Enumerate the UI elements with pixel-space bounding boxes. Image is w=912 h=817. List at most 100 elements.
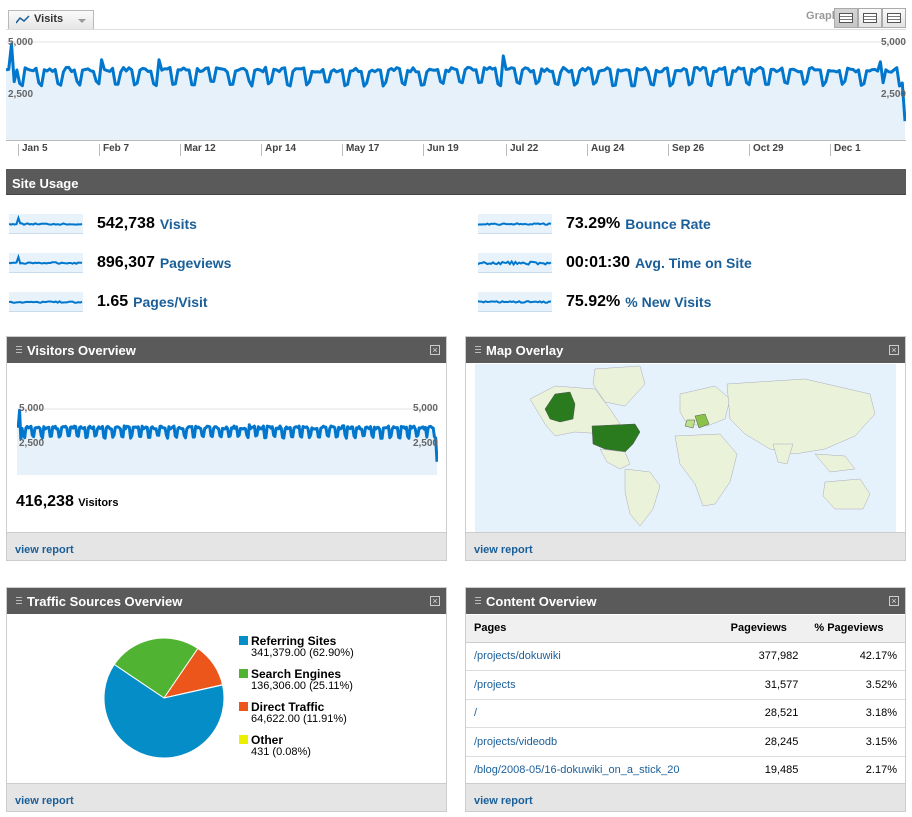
pageviews-cell: 19,485 [722,756,807,785]
traffic-sources-panel: Traffic Sources Overview × Referring Sit… [6,587,447,812]
graph-by-week-button[interactable] [858,8,882,28]
view-report-link[interactable]: view report [474,544,533,556]
region-europe [679,385,731,427]
close-icon[interactable]: × [889,345,899,355]
usage-link-pages-visit[interactable]: Pages/Visit [133,294,208,310]
usage-link-pageviews[interactable]: Pageviews [159,255,232,271]
x-label: Dec 1 [830,144,861,156]
usage-bounce-rate: 73.29% Bounce Rate [478,211,711,237]
usage-pageviews: 896,307 Pageviews [9,250,231,276]
y-axis-max-left: 5,000 [8,37,34,48]
usage-visits: 542,738 Visits [9,211,197,237]
content-overview-panel: Content Overview × Pages Pageviews % Pag… [465,587,906,812]
y-axis-max-left: 5,000 [19,403,45,414]
legend-swatch [239,636,248,645]
column-header-pages: Pages [466,615,723,643]
drag-handle-icon[interactable] [475,597,481,606]
usage-value: 75.92% [566,293,621,310]
panel-title: Traffic Sources Overview [27,594,183,609]
panel-header[interactable]: Traffic Sources Overview × [7,588,446,614]
month-icon [887,13,901,23]
x-label: Jan 5 [18,144,48,156]
close-icon[interactable]: × [430,596,440,606]
table-row: /projects/dokuwiki 377,982 42.17% [466,642,905,671]
graph-by-day-button[interactable] [834,8,858,28]
legend-swatch [239,669,248,678]
legend-name: Direct Traffic [251,700,325,714]
region-southeast-asia [814,453,856,473]
legend-value: 64,622.00 (11.91%) [251,713,347,725]
view-report-link[interactable]: view report [15,544,74,556]
legend-name: Other [251,733,284,747]
pageviews-cell: 377,982 [722,642,807,671]
column-header-pct-pageviews: % Pageviews [806,615,905,643]
close-icon[interactable]: × [430,345,440,355]
legend-value: 431 (0.08%) [251,746,311,758]
graph-by-month-button[interactable] [882,8,906,28]
page-link[interactable]: /projects/videodb [474,735,558,748]
region-africa [674,433,738,507]
view-report-link[interactable]: view report [474,795,533,807]
panel-header[interactable]: Visitors Overview × [7,337,446,363]
usage-link-avg-time[interactable]: Avg. Time on Site [635,255,752,271]
metric-selector-label: Visits [34,13,64,25]
visitors-chart[interactable]: 5,000 5,000 2,500 2,500 [16,403,439,475]
pageviews-cell: 31,577 [722,670,807,700]
view-report-link[interactable]: view report [15,795,74,807]
region-germany [694,413,710,429]
week-icon [863,13,877,23]
line-chart-icon [15,15,30,24]
legend-value: 136,306.00 (25.11%) [251,680,353,692]
table-row: / 28,521 3.18% [466,699,905,728]
metric-selector[interactable]: Visits [8,10,94,29]
page-link[interactable]: /projects/dokuwiki [474,650,561,663]
drag-handle-icon[interactable] [16,597,22,606]
usage-link-visits[interactable]: Visits [159,216,197,232]
usage-link-new-visits[interactable]: % New Visits [625,294,712,310]
site-usage-header: Site Usage [6,169,906,195]
visitors-total: 416,238 Visitors [16,493,118,511]
y-axis-mid-right: 2,500 [412,438,438,449]
page-link[interactable]: /projects [474,678,516,691]
pct-cell: 3.18% [806,699,905,728]
region-india [772,443,794,465]
pageviews-cell: 28,521 [722,699,807,728]
x-label: Apr 14 [261,144,296,156]
x-label: May 17 [342,144,379,156]
x-label: Jun 19 [423,144,459,156]
visitors-line-chart [16,408,439,475]
page-link[interactable]: / [474,707,478,720]
table-row: /projects 31,577 3.52% [466,670,905,700]
legend-swatch [239,702,248,711]
column-header-pageviews: Pageviews [722,615,807,643]
y-axis-max-right: 5,000 [412,403,438,414]
sparkline-series [9,253,82,265]
legend-name: Referring Sites [251,634,337,648]
main-visits-graph[interactable]: 5,000 5,000 2,500 2,500 [6,29,906,156]
close-icon[interactable]: × [889,596,899,606]
usage-link-bounce-rate[interactable]: Bounce Rate [625,216,711,232]
legend-swatch [239,735,248,744]
region-greenland [592,365,646,407]
usage-value: 1.65 [97,293,129,310]
sparkline [9,253,83,273]
x-axis-labels: Jan 5 Feb 7 Mar 12 Apr 14 May 17 Jun 19 … [6,140,906,156]
panel-header[interactable]: Map Overlay × [466,337,905,363]
y-axis-mid-right: 2,500 [880,89,906,100]
usage-pages-visit: 1.65 Pages/Visit [9,289,208,315]
y-axis-mid-left: 2,500 [8,89,34,100]
area-fill [6,44,905,141]
region-usa [591,423,641,453]
pct-cell: 2.17% [806,756,905,785]
panel-header[interactable]: Content Overview × [466,588,905,614]
world-map[interactable] [475,364,896,532]
drag-handle-icon[interactable] [16,346,22,355]
sparkline [9,292,83,312]
sparkline [478,253,552,273]
page-link[interactable]: /blog/2008-05/16-dokuwiki_on_a_stick_20 [474,764,680,777]
table-row: /projects/videodb 28,245 3.15% [466,727,905,757]
traffic-sources-pie-chart[interactable] [102,636,226,760]
drag-handle-icon[interactable] [475,346,481,355]
panel-title: Visitors Overview [27,343,136,358]
x-label: Jul 22 [506,144,538,156]
